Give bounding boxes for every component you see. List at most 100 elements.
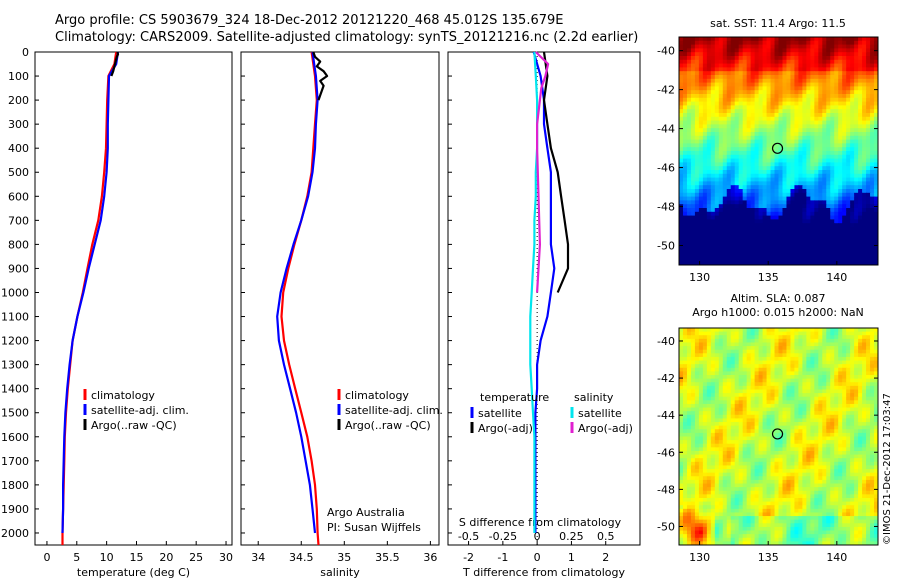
map-cell	[758, 196, 764, 201]
map-cell	[846, 147, 851, 152]
map-cell	[722, 75, 728, 80]
map-cell	[682, 367, 688, 372]
map-cell	[786, 396, 792, 401]
map-cell	[710, 71, 716, 76]
map-cell	[710, 219, 716, 224]
map-cell	[718, 151, 724, 156]
map-cell	[686, 67, 692, 72]
map-cell	[854, 371, 859, 376]
map-cell	[710, 249, 716, 255]
map-cell	[802, 400, 807, 405]
map-cell	[730, 246, 736, 251]
map-cell	[726, 75, 732, 80]
map-cell	[730, 331, 736, 336]
map-cell	[714, 353, 720, 358]
map-cell	[702, 90, 708, 95]
map-cell	[842, 37, 847, 42]
map-cell	[806, 56, 811, 61]
map-cell	[742, 454, 748, 459]
map-cell	[838, 403, 843, 409]
map-cell	[782, 196, 788, 201]
map-cell	[746, 246, 752, 251]
map-cell	[842, 120, 847, 125]
map-cell	[738, 40, 744, 46]
map-cell	[818, 450, 823, 456]
map-cell	[762, 166, 768, 171]
map-cell	[714, 338, 720, 344]
map-cell	[830, 59, 835, 65]
map-cell	[726, 189, 732, 194]
map-cell	[762, 219, 768, 224]
map-cell	[718, 257, 724, 262]
map-cell	[698, 257, 704, 262]
map-cell	[858, 56, 863, 61]
map-cell	[690, 147, 696, 152]
map-cell	[754, 154, 760, 160]
map-cell	[854, 40, 859, 46]
map-cell	[846, 162, 851, 167]
map-cell	[758, 120, 764, 125]
map-cell	[818, 360, 823, 365]
map-cell	[686, 425, 692, 430]
map-cell	[770, 223, 776, 228]
map-cell	[698, 113, 704, 118]
map-cell	[762, 170, 768, 175]
map-cell	[758, 253, 764, 258]
map-cell	[710, 158, 716, 163]
map-cell	[806, 132, 811, 137]
map-cell	[766, 185, 772, 190]
map-cell	[682, 385, 688, 391]
map-cell	[782, 120, 788, 125]
map-cell	[722, 208, 728, 213]
sla-map-field	[679, 328, 878, 545]
map-cell	[830, 389, 835, 394]
map-cell	[758, 135, 764, 141]
map-cell	[874, 63, 878, 68]
map-cell	[818, 407, 823, 412]
map-cell	[694, 227, 700, 232]
map-cell	[686, 143, 692, 148]
map-cell	[862, 432, 867, 438]
map-cell	[698, 346, 704, 351]
map-cell	[802, 364, 807, 369]
map-cell	[858, 147, 863, 152]
map-cell	[742, 418, 748, 423]
map-cell	[762, 204, 768, 209]
map-cell	[822, 109, 827, 114]
map-cell	[786, 196, 792, 201]
map-cell	[690, 101, 696, 106]
map-cell	[702, 389, 708, 394]
map-cell	[738, 151, 744, 156]
map-cell	[734, 440, 740, 445]
map-cell	[866, 429, 871, 434]
map-cell	[750, 378, 756, 383]
map-cell	[730, 418, 736, 423]
map-cell	[842, 124, 847, 129]
map-cell	[850, 158, 855, 163]
sst-float-location-marker	[771, 142, 784, 154]
map-cell	[679, 215, 684, 220]
map-cell	[758, 177, 764, 182]
map-cell	[682, 52, 688, 57]
map-cell	[786, 393, 792, 398]
map-cell	[710, 196, 716, 201]
map-cell	[834, 450, 839, 456]
map-cell	[794, 371, 799, 376]
map-cell	[778, 211, 784, 217]
map-cell	[842, 400, 847, 405]
map-cell	[706, 346, 712, 351]
map-cell	[702, 367, 708, 372]
map-cell	[862, 338, 867, 344]
map-cell	[874, 166, 878, 171]
map-cell	[679, 200, 684, 205]
map-cell	[754, 56, 760, 61]
map-cell	[726, 135, 732, 141]
map-cell	[726, 227, 732, 232]
map-cell	[790, 436, 796, 441]
map-cell	[782, 425, 788, 430]
map-cell	[750, 71, 756, 76]
map-cell	[750, 139, 756, 144]
map-cell	[762, 113, 768, 118]
map-cell	[694, 124, 700, 129]
map-cell	[866, 63, 871, 68]
